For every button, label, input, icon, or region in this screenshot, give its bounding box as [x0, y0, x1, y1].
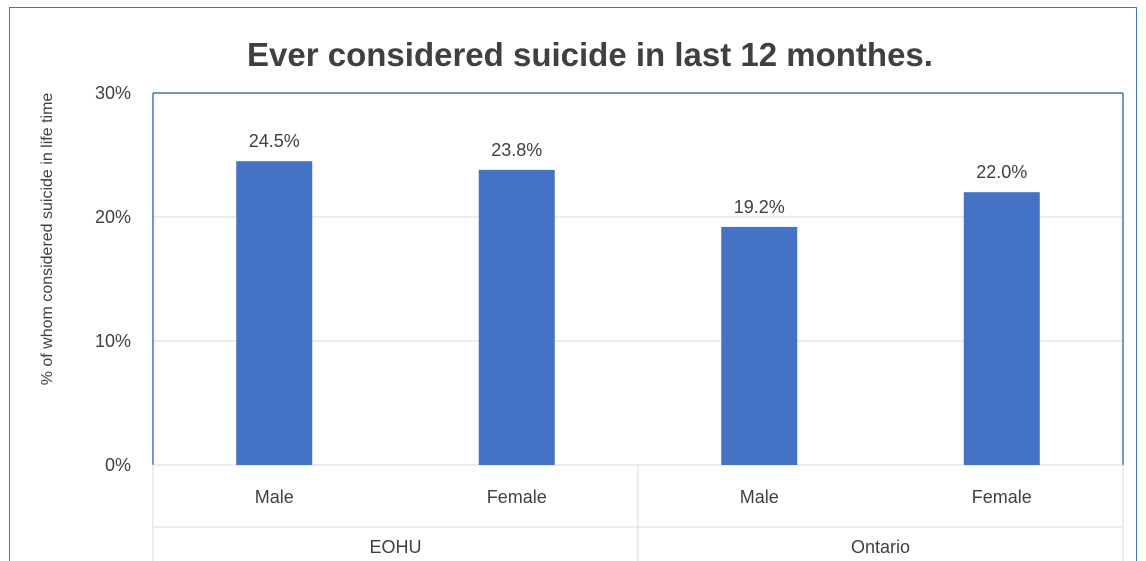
x-category-label: Female [972, 487, 1032, 507]
x-category-label: Female [487, 487, 547, 507]
y-tick-label: 30% [95, 83, 131, 103]
x-group-label: EOHU [369, 537, 421, 557]
chart-frame [9, 7, 1137, 561]
y-tick-label: 10% [95, 331, 131, 351]
y-axis-title: % of whom considered suicide in life tim… [39, 93, 56, 386]
data-label: 24.5% [249, 131, 300, 151]
y-tick-label: 20% [95, 207, 131, 227]
x-group-label: Ontario [851, 537, 910, 557]
bar [721, 226, 798, 465]
bar [478, 169, 555, 465]
chart-title: Ever considered suicide in last 12 month… [247, 36, 933, 73]
bar [963, 192, 1040, 465]
data-label: 23.8% [491, 140, 542, 160]
bar [236, 161, 313, 465]
data-label: 22.0% [976, 162, 1027, 182]
x-category-label: Male [740, 487, 779, 507]
y-tick-label: 0% [105, 455, 131, 475]
x-category-label: Male [255, 487, 294, 507]
data-label: 19.2% [734, 197, 785, 217]
